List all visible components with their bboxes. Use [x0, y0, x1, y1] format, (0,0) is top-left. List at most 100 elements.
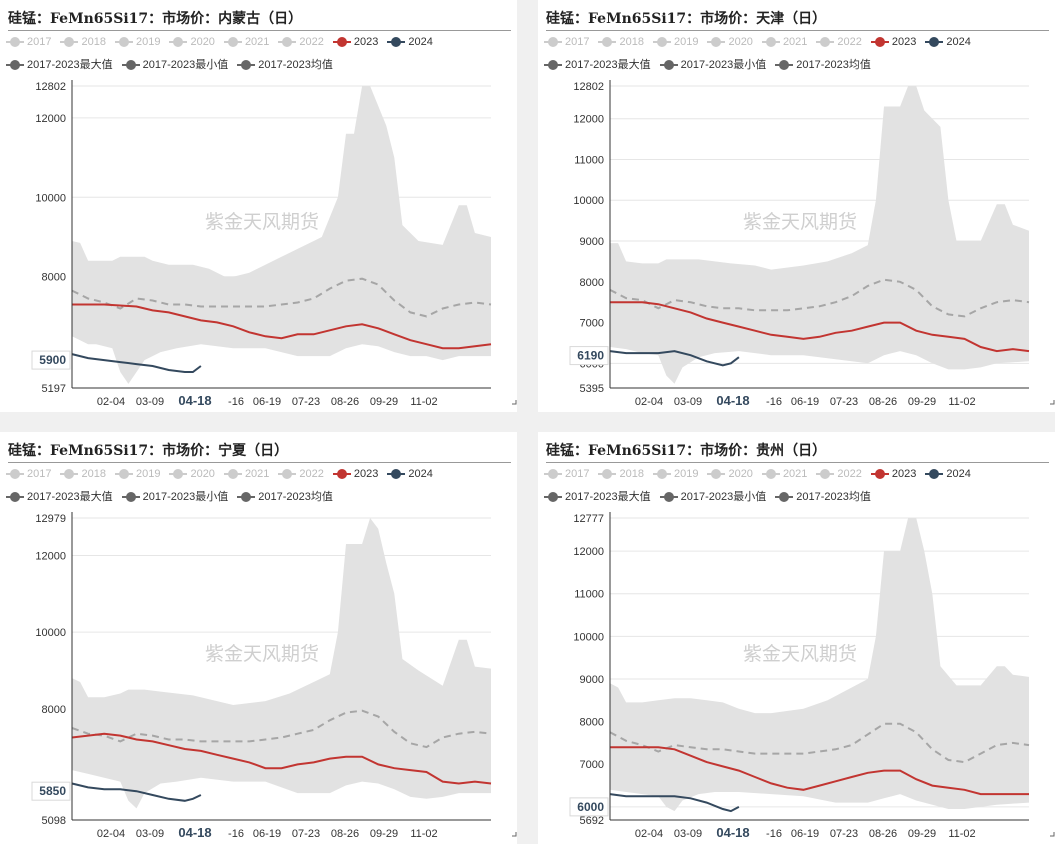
legend-marker-icon — [925, 37, 944, 48]
legend-item-2022[interactable]: 2022 — [278, 36, 324, 48]
legend-item-2024[interactable]: 2024 — [925, 36, 971, 48]
resize-handle-icon[interactable] — [512, 832, 517, 837]
x-tick-label-highlight: 04-18 — [178, 393, 211, 408]
legend-item-2018[interactable]: 2018 — [598, 468, 644, 480]
legend-item-2017[interactable]: 2017 — [6, 36, 51, 48]
legend-item-stat[interactable]: 2017-2023最大值 — [544, 56, 651, 72]
legend-label: 2020 — [190, 468, 215, 480]
legend-marker-icon — [652, 469, 671, 480]
legend-item-2022[interactable]: 2022 — [278, 468, 324, 480]
legend-marker-icon — [223, 469, 242, 480]
legend-stats: 2017-2023最大值 2017-2023最小值 2017-2023均值 — [544, 488, 1054, 504]
legend-item-stat[interactable]: 2017-2023均值 — [237, 488, 333, 504]
chart-svg: 紫金天风期货 12979 12000 10000 8000 5098 5850 02-04 03… — [31, 512, 517, 840]
legend-item-stat[interactable]: 2017-2023均值 — [775, 56, 871, 72]
legend-marker-icon — [544, 37, 562, 48]
legend-item-2023[interactable]: 2023 — [332, 468, 379, 480]
legend-item-2018[interactable]: 2018 — [598, 36, 644, 48]
legend-item-2021[interactable]: 2021 — [761, 36, 807, 48]
y-tick-label: 12777 — [573, 513, 604, 525]
series-2023-line — [72, 303, 492, 350]
legend-item-2019[interactable]: 2019 — [114, 36, 160, 48]
legend-item-2020[interactable]: 2020 — [707, 468, 753, 480]
legend-item-2019[interactable]: 2019 — [114, 468, 161, 480]
legend-item-stat[interactable]: 2017-2023最大值 — [544, 488, 651, 504]
legend-item-stat[interactable]: 2017-2023最小值 — [121, 56, 229, 72]
x-tick-label: 07-23 — [830, 828, 858, 840]
series-2023-line — [71, 732, 492, 785]
legend-item-stat[interactable]: 2017-2023均值 — [775, 488, 871, 504]
legend-item-2022[interactable]: 2022 — [816, 36, 862, 48]
legend-label: 2017 — [565, 36, 590, 48]
legend-marker-icon — [121, 60, 140, 71]
legend-item-stat[interactable]: 2017-2023最大值 — [6, 488, 113, 504]
legend-years: 2017 2018 2019 2020 2021 2022 2023 2024 — [6, 468, 516, 480]
legend-item-2024[interactable]: 2024 — [925, 468, 971, 480]
series-2024-line — [609, 793, 740, 813]
legend-label: 2017-2023最小值 — [680, 491, 767, 503]
y-tick-label: 8000 — [580, 717, 604, 729]
legend-item-2019[interactable]: 2019 — [652, 468, 698, 480]
legend-label: 2023 — [353, 468, 379, 480]
legend-label: 2023 — [353, 36, 379, 48]
legend-item-stat[interactable]: 2017-2023最小值 — [659, 488, 767, 504]
legend-item-2017[interactable]: 2017 — [544, 36, 589, 48]
legend-marker-icon — [598, 469, 617, 480]
legend-item-2018[interactable]: 2018 — [60, 468, 106, 480]
legend-item-2021[interactable]: 2021 — [223, 36, 269, 48]
chart-panel-1: 硅锰：FeMn65Si17：市场价：内蒙古（日） 紫金天风期货 12802 1200… — [0, 0, 517, 412]
legend-item-2021[interactable]: 2021 — [223, 468, 269, 480]
last-value-badge — [569, 346, 609, 366]
legend-label: 2017-2023均值 — [258, 491, 333, 503]
chart-title: 硅锰：FeMn65Si17：市场价：宁夏（日） — [8, 443, 289, 459]
legend-item-2020[interactable]: 2020 — [169, 468, 215, 480]
watermark: 紫金天风期货 — [205, 643, 319, 665]
legend-item-2024[interactable]: 2024 — [387, 36, 433, 48]
legend-item-stat[interactable]: 2017-2023最小值 — [659, 56, 766, 72]
legend-years: 2017 2018 2019 2020 2021 2022 2023 2024 — [6, 36, 516, 48]
legend-item-stat[interactable]: 2017-2023最大值 — [6, 56, 113, 72]
legend-marker-icon — [6, 469, 24, 480]
legend-marker-icon — [6, 492, 24, 503]
legend-stats: 2017-2023最大值 2017-2023最小值 2017-2023均值 — [6, 56, 516, 72]
legend-item-2021[interactable]: 2021 — [761, 468, 808, 480]
legend-label: 2021 — [782, 468, 808, 480]
legend-item-2023[interactable]: 2023 — [332, 36, 379, 48]
legend-label: 2017-2023最小值 — [142, 59, 229, 71]
x-tick-label: 09-29 — [908, 828, 936, 840]
legend-item-2017[interactable]: 2017 — [6, 468, 51, 480]
legend-marker-icon — [544, 469, 562, 480]
legend-item-2018[interactable]: 2018 — [60, 36, 106, 48]
x-tick-label: 09-29 — [908, 396, 936, 408]
series-2023-line — [610, 301, 1030, 353]
legend-label: 2024 — [408, 36, 433, 48]
legend-item-2020[interactable]: 2020 — [707, 36, 753, 48]
legend-item-stat[interactable]: 2017-2023最小值 — [121, 488, 228, 504]
legend-label: 2019 — [135, 468, 161, 480]
x-tick-label: 02-04 — [635, 828, 663, 840]
legend-item-2020[interactable]: 2020 — [169, 36, 215, 48]
x-tick-label: 03-09 — [136, 828, 164, 840]
legend-item-2024[interactable]: 2024 — [387, 468, 433, 480]
resize-handle-icon[interactable] — [1050, 832, 1055, 837]
resize-handle-icon[interactable] — [512, 400, 517, 405]
legend-item-2023[interactable]: 2023 — [870, 36, 916, 48]
chart-panel-2: 硅锰：FeMn65Si17：市场价：天津（日） 紫金天风期货 12802 12000… — [538, 0, 1055, 412]
legend-label: 2017-2023最大值 — [565, 491, 651, 503]
x-tick-label: 07-23 — [292, 396, 320, 408]
x-tick-label: -16 — [228, 396, 244, 408]
legend-marker-icon — [121, 492, 140, 503]
x-tick-label-highlight: 04-18 — [716, 393, 749, 408]
legend-item-2022[interactable]: 2022 — [816, 468, 862, 480]
x-tick-label: 02-04 — [635, 396, 663, 408]
legend-item-stat[interactable]: 2017-2023均值 — [237, 56, 333, 72]
x-tick-label: 03-09 — [674, 396, 702, 408]
legend-item-2017[interactable]: 2017 — [544, 468, 589, 480]
legend-label: 2024 — [408, 468, 433, 480]
y-tick-label: 7000 — [580, 318, 604, 330]
min-max-band — [610, 518, 1029, 812]
resize-handle-icon[interactable] — [1050, 400, 1055, 405]
legend-item-2023[interactable]: 2023 — [870, 468, 916, 480]
legend-item-2019[interactable]: 2019 — [652, 36, 698, 48]
x-tick-label: -16 — [766, 828, 782, 840]
